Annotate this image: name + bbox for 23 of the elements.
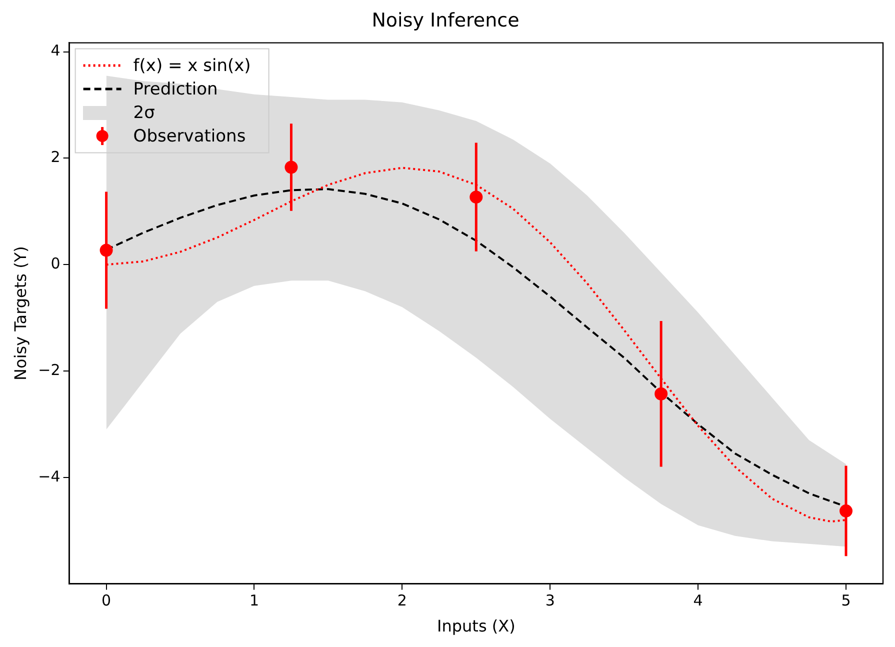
x-tick-label: 3 <box>545 592 555 610</box>
y-tick-label: 0 <box>50 254 60 273</box>
x-axis-title: Inputs (X) <box>437 616 516 636</box>
legend-label: f(x) = x sin(x) <box>133 56 251 76</box>
point <box>100 244 113 257</box>
legend-label: Observations <box>133 126 246 146</box>
x-tick-label: 2 <box>397 592 407 610</box>
y-tick-label: 4 <box>50 42 60 60</box>
y-tick-label: −2 <box>38 360 60 379</box>
point <box>654 387 668 400</box>
point <box>470 190 483 204</box>
annotation: 2σ <box>133 102 156 123</box>
legend-label: Prediction <box>133 79 218 100</box>
x-tick-label: 0 <box>102 592 112 610</box>
x-tick-label: 4 <box>693 592 703 610</box>
y-axis-title: Noisy Targets (Y) <box>10 246 30 380</box>
x-tick-label: 5 <box>841 592 851 610</box>
y-tick-label: 2 <box>50 148 60 166</box>
point <box>840 504 853 518</box>
x-tick-label: 1 <box>249 592 260 610</box>
chart-title: Noisy Inference <box>372 9 520 32</box>
point <box>284 160 298 174</box>
y-tick-label: −4 <box>38 467 60 486</box>
